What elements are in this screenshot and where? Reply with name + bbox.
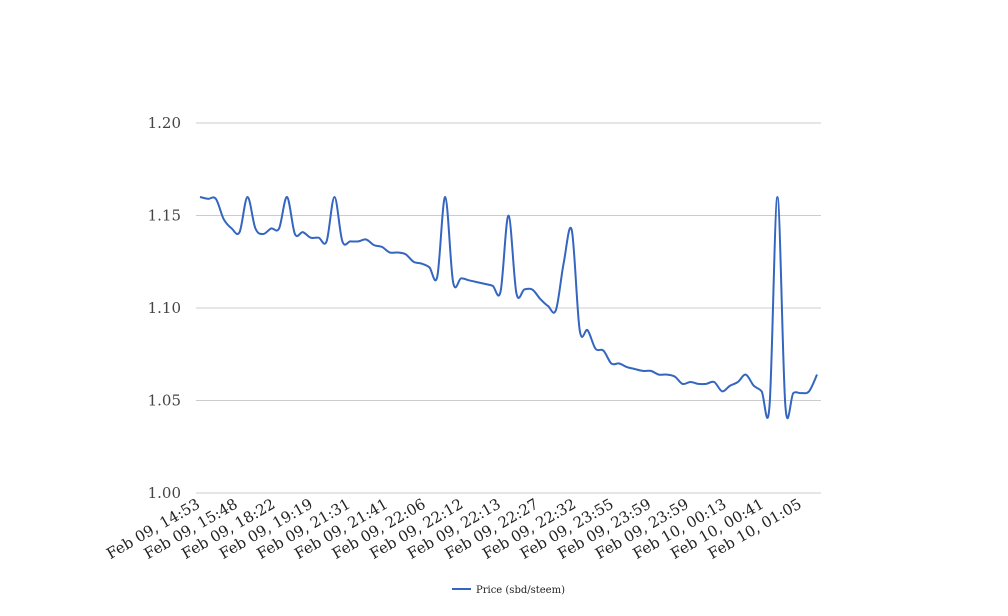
y-tick-label: 1.00 xyxy=(148,484,181,502)
y-tick-label: 1.20 xyxy=(148,114,181,132)
y-axis-tick-labels: 1.00 1.05 1.10 1.15 1.20 xyxy=(148,114,181,502)
gridlines xyxy=(196,122,821,494)
legend: Price (sbd/steem) xyxy=(452,585,565,596)
price-series-line xyxy=(199,195,818,419)
y-tick-label: 1.15 xyxy=(148,207,181,225)
legend-label-price: Price (sbd/steem) xyxy=(476,585,565,596)
y-tick-label: 1.10 xyxy=(148,299,181,317)
y-tick-label: 1.05 xyxy=(148,392,181,410)
series-layer xyxy=(199,195,818,419)
